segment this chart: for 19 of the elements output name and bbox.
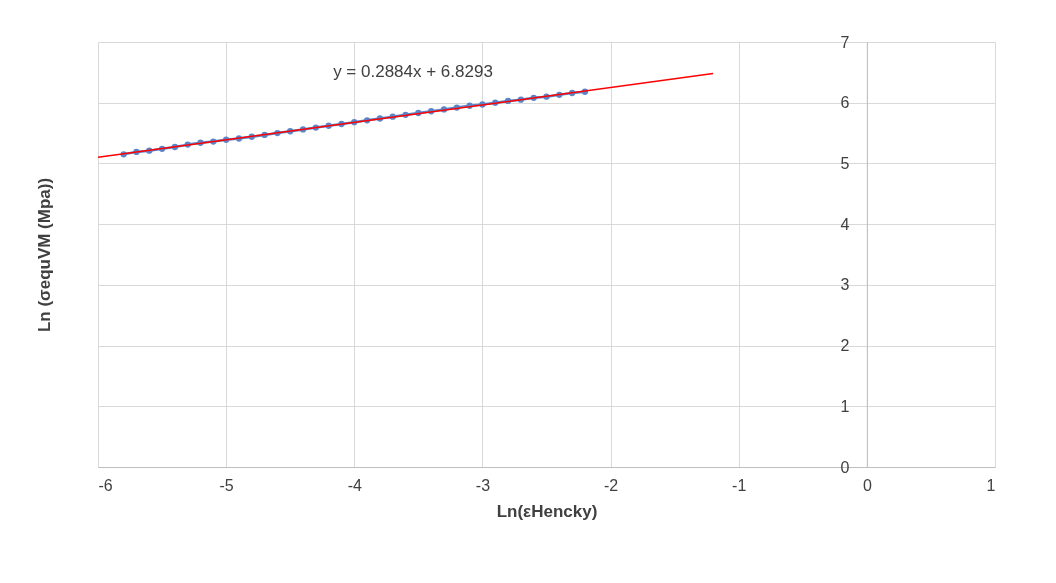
y-tick-label: 5	[840, 154, 850, 172]
x-tick-label: -3	[475, 476, 491, 494]
y-tick-label: 7	[840, 33, 850, 51]
x-tick-label: -1	[732, 476, 747, 494]
y-tick-label: 2	[840, 337, 850, 355]
y-tick-label: 4	[840, 215, 850, 233]
annotation: y = 0.2884x + 6.8293	[333, 62, 493, 81]
x-tick-label: 0	[862, 476, 872, 494]
x-tick-label: -4	[347, 476, 362, 494]
y-tick-label: 3	[840, 276, 850, 294]
y-tick-label: 6	[840, 94, 850, 112]
y-axis-title: Ln (σequVM (Mpa))	[34, 177, 54, 333]
x-tick-label: -5	[219, 476, 234, 494]
y-tick-label: 1	[840, 397, 850, 415]
x-axis-title: Ln(εHencky)	[496, 501, 598, 521]
y-tick-label: 0	[840, 458, 850, 476]
x-tick-label: -2	[603, 476, 619, 494]
x-tick-label: -6	[98, 476, 113, 494]
x-tick-label: 1	[986, 476, 996, 494]
